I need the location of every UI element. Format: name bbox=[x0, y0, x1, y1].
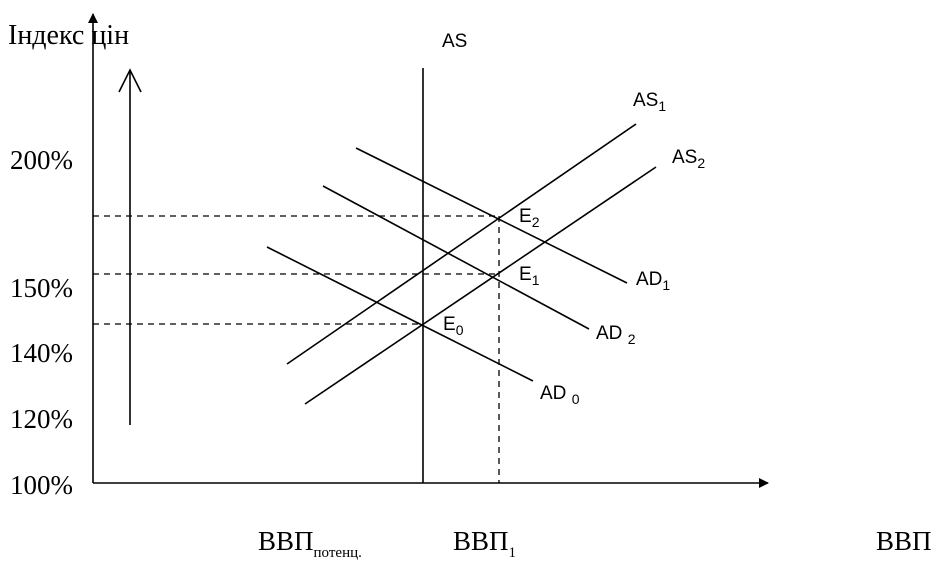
label-e2-sub: 2 bbox=[532, 214, 540, 230]
label-e0: E0 bbox=[443, 314, 464, 338]
label-ad2: AD 2 bbox=[596, 323, 636, 347]
label-ad1-main: AD bbox=[636, 269, 662, 290]
label-ad2-main: AD bbox=[596, 323, 628, 344]
label-ad0-sub: 0 bbox=[572, 391, 580, 407]
label-as2-main: AS bbox=[672, 147, 697, 168]
y-tick-label: 140% bbox=[10, 338, 73, 368]
y-tick-label: 120% bbox=[10, 404, 73, 434]
x-label-gdp-1: ВВП1 bbox=[453, 526, 516, 561]
label-as2-sub: 2 bbox=[697, 155, 705, 171]
label-e1-sub: 1 bbox=[532, 272, 540, 288]
label-e2: E2 bbox=[519, 206, 540, 230]
label-as: AS bbox=[442, 31, 467, 52]
label-e1: E1 bbox=[519, 264, 540, 288]
price-rise-arrowhead bbox=[118, 68, 142, 93]
x-label-gdp-main: ВВП bbox=[876, 526, 932, 556]
as1-curve bbox=[286, 123, 637, 365]
label-as2: AS2 bbox=[672, 147, 705, 171]
ad1-curve bbox=[355, 147, 628, 284]
x-label-gdp: ВВП bbox=[876, 526, 932, 556]
y-tick-label: 200% bbox=[10, 145, 73, 175]
ad2-curve bbox=[322, 185, 590, 330]
x-label-gdp-1-main: ВВП bbox=[453, 526, 509, 556]
label-ad0: AD 0 bbox=[540, 383, 580, 407]
label-ad1: AD1 bbox=[636, 269, 670, 293]
x-label-gdp-1-sub: 1 bbox=[509, 545, 517, 561]
label-e0-sub: 0 bbox=[456, 322, 464, 338]
label-as1-sub: 1 bbox=[658, 98, 666, 114]
label-ad0-main: AD bbox=[540, 383, 572, 404]
label-as1: AS1 bbox=[633, 90, 666, 114]
x-label-gdp-potential: ВВПпотенц. bbox=[258, 526, 362, 561]
x-label-gdp-potential-main: ВВП bbox=[258, 526, 314, 556]
label-as-main: AS bbox=[442, 31, 467, 52]
y-tick-label: 100% bbox=[10, 470, 73, 500]
label-e0-main: E bbox=[443, 314, 456, 335]
y-axis-title: Індекс цін bbox=[8, 20, 129, 51]
as2-curve bbox=[304, 166, 657, 405]
label-ad2-sub: 2 bbox=[628, 331, 636, 347]
label-ad1-sub: 1 bbox=[662, 277, 670, 293]
label-e1-main: E bbox=[519, 264, 532, 285]
label-e2-main: E bbox=[519, 206, 532, 227]
y-tick-label: 150% bbox=[10, 273, 73, 303]
label-as1-main: AS bbox=[633, 90, 658, 111]
x-label-gdp-potential-sub: потенц. bbox=[314, 545, 362, 561]
ad0-curve bbox=[266, 246, 534, 382]
